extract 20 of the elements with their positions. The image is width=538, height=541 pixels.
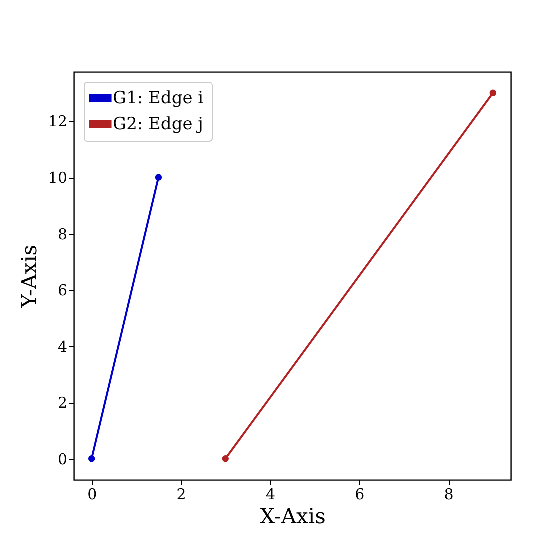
x-tick-label: 6 — [355, 486, 365, 504]
y-tick-label: 2 — [58, 394, 68, 412]
y-tick-label: 0 — [58, 450, 68, 468]
point — [155, 174, 162, 181]
y-tick-label: 8 — [58, 225, 68, 244]
x-axis-title: X-Axis — [260, 504, 326, 528]
y-axis-title: Y-Axis — [17, 244, 42, 310]
x-tick-label: 0 — [88, 486, 98, 504]
point — [222, 456, 229, 462]
y-tick-label: 10 — [48, 169, 68, 188]
legend-label: G2: Edge j — [113, 114, 204, 134]
y-tick-label: 12 — [48, 112, 68, 131]
point — [490, 90, 497, 96]
y-tick-label: 4 — [58, 338, 68, 356]
y-tick-label: 6 — [58, 282, 68, 300]
legend-label: G1: Edge i — [113, 88, 204, 108]
x-tick-label: 8 — [444, 486, 454, 504]
x-tick-label: 4 — [266, 486, 276, 504]
x-tick-label: 2 — [176, 486, 186, 504]
point — [88, 456, 96, 462]
